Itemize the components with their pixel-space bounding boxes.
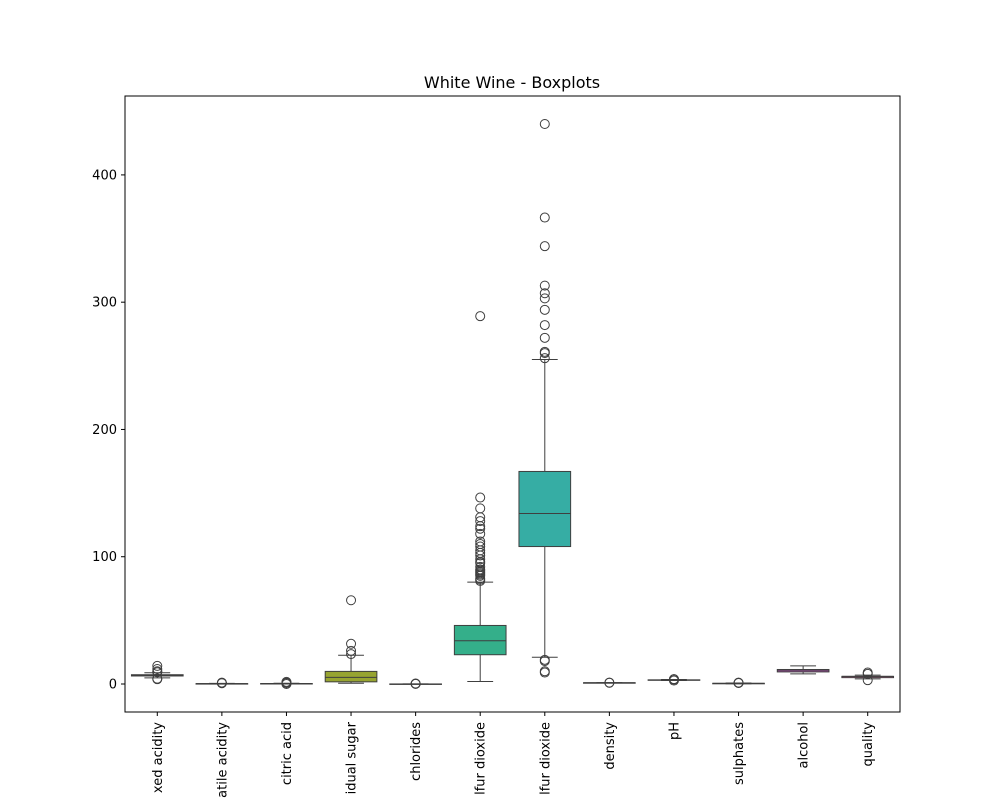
flier: [281, 676, 292, 687]
y-tick-label: 0: [109, 678, 117, 693]
flier: [862, 667, 873, 678]
flier: [539, 212, 550, 223]
flier: [152, 663, 163, 674]
flier: [539, 654, 550, 665]
chart-title: White Wine - Boxplots: [424, 73, 600, 92]
flier: [475, 311, 486, 322]
plot-frame: [124, 95, 901, 713]
flier: [539, 666, 550, 677]
flier: [475, 523, 486, 534]
flier: [216, 677, 227, 688]
x-tick-label: lfur dioxide: [474, 722, 489, 795]
x-tick-label: alcohol: [797, 722, 812, 768]
flier: [152, 673, 163, 684]
flier: [475, 503, 486, 514]
flier: [539, 332, 550, 343]
flier: [475, 561, 486, 572]
x-tick-label: citric acid: [280, 722, 295, 785]
flier: [539, 280, 550, 291]
flier: [475, 564, 486, 575]
flier: [539, 241, 550, 252]
x-tick-label: pH: [667, 722, 682, 740]
box: [324, 670, 378, 683]
flier: [346, 645, 357, 656]
flier: [539, 346, 550, 357]
flier: [604, 677, 615, 688]
flier: [862, 675, 873, 686]
flier: [410, 678, 421, 689]
flier: [346, 595, 357, 606]
x-tick-label: chlorides: [409, 722, 424, 781]
flier: [539, 293, 550, 304]
flier: [539, 288, 550, 299]
flier: [346, 638, 357, 649]
flier: [152, 666, 163, 677]
flier: [152, 660, 163, 671]
y-tick-label: 200: [92, 423, 117, 438]
x-tick-label: idual sugar: [345, 721, 360, 794]
flier: [733, 677, 744, 688]
flier: [539, 119, 550, 129]
x-tick-label: lfur dioxide: [538, 722, 553, 795]
box: [518, 470, 572, 548]
flier: [539, 320, 550, 331]
flier: [539, 304, 550, 315]
x-tick-label: xed acidity: [151, 722, 166, 793]
flier: [668, 674, 679, 685]
x-tick-label: sulphates: [732, 722, 747, 785]
flier: [475, 516, 486, 527]
flier: [475, 536, 486, 547]
box: [453, 624, 507, 656]
flier: [475, 541, 486, 552]
flier: [475, 528, 486, 539]
y-tick-label: 100: [92, 550, 117, 565]
flier: [475, 492, 486, 503]
flier: [539, 353, 550, 364]
x-tick-label: atile acidity: [215, 722, 230, 798]
y-tick-label: 400: [92, 168, 117, 183]
flier: [346, 649, 357, 660]
flier: [475, 539, 486, 549]
x-tick-label: quality: [861, 722, 876, 767]
y-tick-label: 300: [92, 296, 117, 311]
x-tick-label: density: [603, 722, 618, 770]
